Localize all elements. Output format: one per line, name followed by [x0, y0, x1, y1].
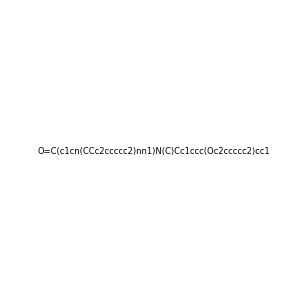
Text: O=C(c1cn(CCc2ccccc2)nn1)N(C)Cc1ccc(Oc2ccccc2)cc1: O=C(c1cn(CCc2ccccc2)nn1)N(C)Cc1ccc(Oc2cc…	[38, 147, 270, 156]
